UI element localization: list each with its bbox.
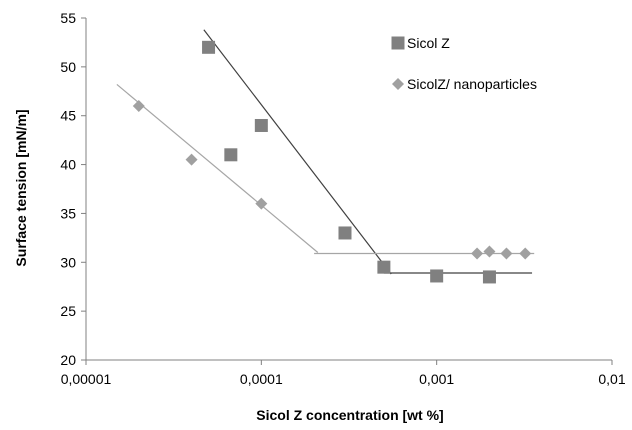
y-tick-label: 45 — [60, 108, 76, 124]
x-axis-title: Sicol Z concentration [wt %] — [256, 407, 443, 423]
legend-marker-sicol-z — [391, 36, 405, 50]
data-point — [255, 197, 268, 210]
data-point — [202, 40, 216, 54]
y-tick-label: 25 — [60, 303, 76, 319]
data-point — [500, 247, 513, 260]
data-point — [185, 153, 198, 166]
trend-line — [116, 83, 319, 253]
legend-label-sicolz-nanoparticles: SicolZ/ nanoparticles — [407, 76, 537, 92]
data-points — [132, 40, 532, 284]
data-point — [224, 148, 238, 162]
legend: Sicol Z SicolZ/ nanoparticles — [391, 35, 537, 92]
data-point — [254, 118, 268, 132]
y-tick-label: 40 — [60, 157, 76, 173]
data-point — [430, 269, 444, 283]
data-point — [377, 260, 391, 274]
tick-labels: 20 25 30 35 40 45 50 55 0,00001 0,0001 0,001 0,01 — [60, 10, 625, 387]
y-tick-label: 50 — [60, 59, 76, 75]
data-point — [482, 270, 496, 284]
data-point — [132, 99, 145, 112]
x-tick-label: 0,001 — [419, 371, 454, 387]
data-point — [338, 226, 352, 240]
data-point — [471, 247, 484, 260]
y-tick-label: 35 — [60, 205, 76, 221]
axes — [81, 17, 613, 365]
trend-line — [203, 29, 392, 275]
y-tick-label: 30 — [60, 254, 76, 270]
x-tick-label: 0,01 — [598, 371, 625, 387]
y-tick-label: 20 — [60, 352, 76, 368]
y-axis-title: Surface tension [mN/m] — [13, 109, 29, 266]
legend-marker — [391, 36, 405, 50]
trend-lines — [116, 29, 535, 275]
data-point — [483, 245, 496, 258]
x-tick-label: 0,00001 — [61, 371, 112, 387]
legend-marker-sicolz-nanoparticles — [392, 78, 404, 90]
legend-marker — [392, 78, 404, 90]
x-tick-label: 0,0001 — [240, 371, 283, 387]
legend-label-sicol-z: Sicol Z — [407, 35, 450, 51]
data-point — [519, 247, 532, 260]
y-tick-label: 55 — [60, 10, 76, 26]
